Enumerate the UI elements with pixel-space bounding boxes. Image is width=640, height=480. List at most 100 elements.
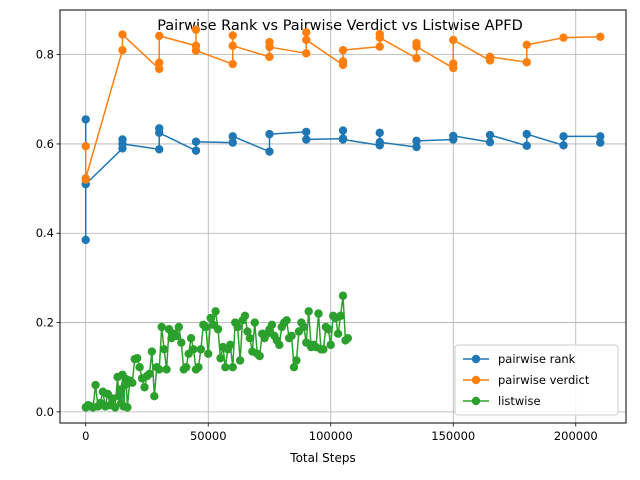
data-point-listwise bbox=[201, 322, 210, 332]
data-point-pairwise-rank bbox=[375, 128, 384, 137]
data-point-listwise bbox=[326, 340, 335, 350]
y-tick-label: 0.6 bbox=[36, 137, 54, 151]
data-point-listwise bbox=[226, 340, 235, 350]
data-point-pairwise-verdict bbox=[155, 64, 164, 74]
data-point-pairwise-verdict bbox=[155, 31, 164, 41]
data-point-pairwise-verdict bbox=[375, 42, 384, 51]
data-point-listwise bbox=[336, 311, 345, 321]
data-point-pairwise-rank bbox=[485, 137, 495, 147]
data-point-pairwise-rank bbox=[228, 138, 237, 147]
data-point-listwise bbox=[196, 345, 206, 354]
data-point-pairwise-rank bbox=[522, 141, 531, 150]
data-point-listwise bbox=[319, 345, 328, 354]
data-point-pairwise-verdict bbox=[302, 28, 311, 37]
legend-label-pairwise-verdict: pairwise verdict bbox=[498, 373, 590, 387]
data-point-listwise bbox=[114, 392, 124, 401]
data-point-pairwise-rank bbox=[191, 146, 201, 155]
data-point-listwise bbox=[110, 403, 120, 412]
data-point-listwise bbox=[228, 362, 237, 372]
series-pairwise-rank bbox=[81, 115, 605, 245]
x-tick-label: 150000 bbox=[431, 429, 475, 443]
data-point-pairwise-rank bbox=[265, 147, 274, 156]
data-point-listwise bbox=[150, 392, 159, 401]
legend: pairwise rank pairwise verdict listwise bbox=[454, 344, 619, 416]
data-point-pairwise-verdict bbox=[485, 52, 495, 62]
y-tick-label: 0.4 bbox=[36, 226, 54, 240]
data-point-listwise bbox=[213, 325, 223, 334]
data-point-pairwise-rank bbox=[81, 235, 90, 245]
data-point-listwise bbox=[128, 378, 137, 388]
data-point-listwise bbox=[147, 347, 157, 356]
data-point-pairwise-verdict bbox=[412, 42, 421, 51]
series-pairwise-verdict bbox=[81, 25, 605, 184]
x-tick-label: 50000 bbox=[190, 429, 227, 443]
data-point-pairwise-rank bbox=[375, 137, 384, 147]
data-point-listwise bbox=[140, 383, 149, 392]
legend-label-pairwise-rank: pairwise rank bbox=[498, 352, 576, 366]
data-point-listwise bbox=[240, 311, 250, 321]
data-point-pairwise-verdict bbox=[155, 58, 164, 67]
data-point-pairwise-verdict bbox=[81, 141, 90, 151]
data-point-listwise bbox=[91, 380, 100, 390]
data-point-listwise bbox=[338, 291, 348, 300]
data-point-listwise bbox=[132, 354, 142, 363]
data-point-pairwise-verdict bbox=[449, 35, 458, 45]
data-point-listwise bbox=[204, 349, 213, 358]
data-point-pairwise-rank bbox=[412, 136, 421, 146]
data-point-listwise bbox=[181, 362, 191, 372]
data-point-listwise bbox=[243, 327, 252, 336]
data-point-listwise bbox=[174, 322, 184, 332]
data-point-listwise bbox=[233, 322, 242, 332]
legend-label-listwise: listwise bbox=[498, 394, 541, 408]
data-point-listwise bbox=[135, 362, 144, 372]
data-point-pairwise-rank bbox=[485, 130, 495, 140]
legend-marker-listwise bbox=[471, 396, 481, 406]
data-point-pairwise-verdict bbox=[191, 46, 201, 55]
data-point-pairwise-verdict bbox=[265, 42, 274, 52]
data-point-listwise bbox=[123, 403, 132, 412]
data-point-pairwise-verdict bbox=[191, 25, 201, 34]
data-point-listwise bbox=[299, 322, 308, 332]
data-point-listwise bbox=[194, 362, 203, 372]
data-point-pairwise-verdict bbox=[596, 32, 605, 41]
legend-marker-pairwise-verdict bbox=[471, 375, 481, 385]
y-tick-label: 0.2 bbox=[36, 316, 54, 330]
data-point-listwise bbox=[189, 345, 198, 354]
data-point-pairwise-rank bbox=[412, 142, 421, 152]
data-point-pairwise-rank bbox=[155, 145, 164, 154]
legend-box bbox=[454, 344, 619, 416]
data-point-listwise bbox=[304, 307, 313, 316]
data-point-pairwise-verdict bbox=[375, 33, 384, 42]
data-point-pairwise-rank bbox=[228, 132, 237, 141]
legend-marker-pairwise-rank bbox=[471, 354, 481, 364]
chart-title: Pairwise Rank vs Pairwise Verdict vs Lis… bbox=[157, 18, 523, 34]
data-point-pairwise-rank bbox=[559, 141, 568, 150]
data-point-listwise bbox=[245, 333, 255, 343]
x-axis-label: Total Steps bbox=[289, 451, 355, 465]
data-point-pairwise-rank bbox=[118, 139, 127, 149]
data-point-listwise bbox=[267, 320, 277, 329]
data-point-pairwise-verdict bbox=[522, 58, 531, 67]
data-point-listwise bbox=[155, 365, 164, 374]
data-point-pairwise-verdict bbox=[228, 41, 237, 50]
data-point-pairwise-rank bbox=[302, 127, 311, 137]
data-point-pairwise-verdict bbox=[118, 45, 127, 55]
data-point-pairwise-rank bbox=[265, 129, 274, 139]
x-tick-label: 0 bbox=[82, 429, 89, 443]
data-point-listwise bbox=[250, 318, 259, 327]
plot-area-frame bbox=[59, 9, 627, 424]
data-point-pairwise-verdict bbox=[338, 57, 348, 66]
data-point-listwise bbox=[216, 354, 225, 363]
data-point-listwise bbox=[324, 325, 333, 334]
data-point-listwise bbox=[159, 345, 169, 354]
data-point-listwise bbox=[162, 365, 171, 374]
data-point-pairwise-verdict bbox=[302, 35, 311, 45]
data-point-listwise bbox=[206, 313, 215, 323]
y-tick-label: 0.0 bbox=[36, 405, 54, 419]
data-point-pairwise-verdict bbox=[338, 45, 348, 55]
data-point-listwise bbox=[275, 340, 284, 350]
data-point-listwise bbox=[287, 331, 296, 341]
data-point-pairwise-rank bbox=[559, 132, 568, 141]
data-point-pairwise-verdict bbox=[559, 33, 568, 42]
